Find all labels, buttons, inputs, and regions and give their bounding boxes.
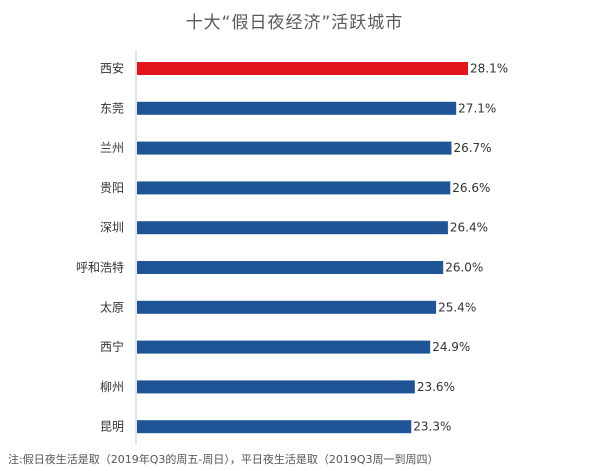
bar	[137, 261, 444, 274]
category-label: 兰州	[100, 141, 124, 155]
bar	[137, 340, 431, 354]
bar	[137, 141, 452, 155]
category-label: 深圳	[100, 221, 124, 235]
value-label: 26.0%	[445, 261, 483, 275]
value-label: 28.1%	[470, 62, 508, 76]
bar	[137, 420, 412, 434]
category-label: 昆明	[100, 420, 124, 434]
value-label: 26.4%	[450, 221, 488, 235]
bar	[137, 62, 468, 75]
category-label: 太原	[100, 299, 124, 314]
bars-layer: 西安 28.1% 东莞 27.1% 兰州 26.7% 贵阳 26.6% 深圳 26.4% 呼和浩特 2…	[76, 61, 508, 434]
category-label: 西安	[100, 61, 124, 76]
bar	[137, 300, 437, 314]
value-label: 26.7%	[453, 141, 491, 155]
category-label: 呼和浩特	[76, 260, 124, 275]
bar	[137, 181, 451, 195]
bar	[137, 101, 457, 115]
value-label: 23.6%	[417, 380, 455, 394]
value-label: 25.4%	[438, 300, 476, 314]
chart-note: 注:假日夜生活是取（2019年Q3的周五-周日），平日夜生活是取（2019Q3周…	[8, 453, 439, 466]
bar	[137, 380, 415, 394]
category-label: 贵阳	[100, 181, 124, 195]
category-label: 柳州	[100, 380, 124, 394]
value-label: 24.9%	[432, 340, 470, 354]
value-label: 23.3%	[413, 420, 451, 434]
category-label: 西宁	[100, 339, 124, 354]
chart-title: 十大“假日夜经济”活跃城市	[185, 13, 404, 33]
category-label: 东莞	[100, 101, 124, 115]
value-label: 26.6%	[452, 181, 490, 195]
value-label: 27.1%	[458, 101, 496, 115]
bar	[137, 221, 448, 235]
